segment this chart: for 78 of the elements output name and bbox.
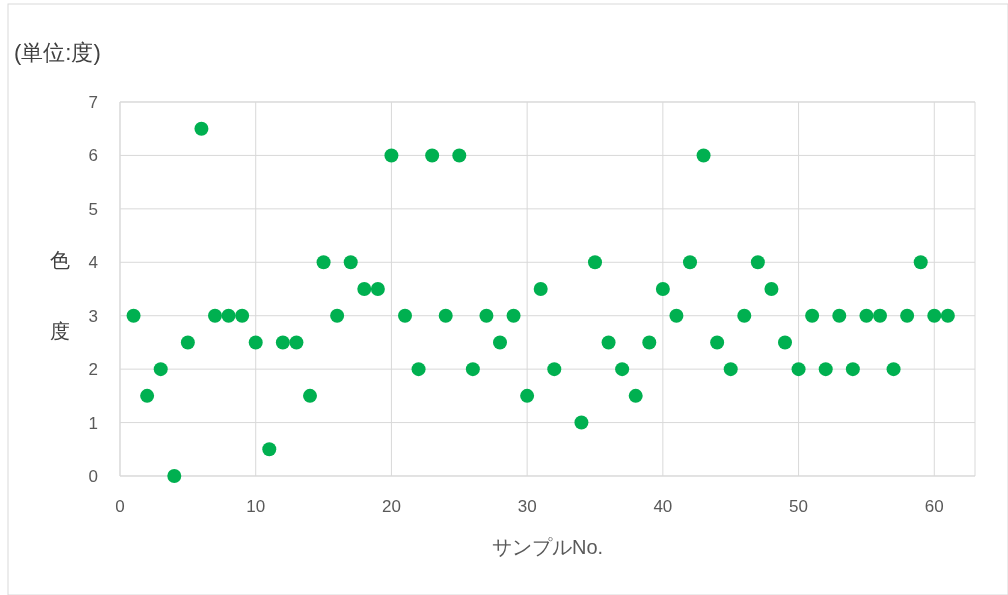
point: [167, 469, 182, 483]
point: [696, 148, 711, 163]
point: [384, 148, 399, 163]
y-tick-label: 1: [88, 413, 98, 433]
y-tick-label: 6: [88, 146, 98, 166]
point: [805, 308, 820, 323]
point: [750, 255, 765, 270]
x-axis-title: サンプルNo.: [491, 536, 604, 558]
point: [275, 335, 290, 350]
x-tick-label: 20: [381, 497, 401, 516]
point: [547, 362, 562, 377]
point: [425, 148, 440, 163]
x-tick-label: 0: [115, 497, 125, 516]
point: [642, 335, 657, 350]
point: [303, 388, 317, 403]
point: [452, 148, 467, 163]
point: [628, 388, 643, 403]
point: [330, 308, 345, 323]
point: [506, 308, 521, 323]
x-tick-label: 40: [653, 497, 673, 516]
point: [873, 308, 887, 323]
point: [289, 335, 304, 350]
x-tick-label: 30: [517, 497, 537, 516]
point: [669, 308, 684, 323]
point: [398, 308, 412, 323]
point: [520, 388, 535, 403]
y-axis-title: 色度: [49, 234, 71, 374]
point: [479, 308, 494, 323]
y-tick-label: 0: [88, 467, 98, 486]
point: [316, 255, 331, 270]
y-tick-label: 2: [88, 360, 98, 380]
point: [845, 362, 860, 377]
x-tick-label: 60: [924, 497, 944, 516]
point: [723, 362, 738, 377]
point: [438, 308, 453, 323]
point: [791, 362, 806, 377]
point: [194, 121, 209, 136]
point: [710, 335, 725, 350]
y-tick-label: 3: [88, 306, 98, 326]
point: [221, 308, 236, 323]
point: [493, 335, 507, 350]
point: [153, 362, 168, 377]
point: [832, 308, 847, 323]
point: [764, 282, 779, 296]
y-tick-label: 5: [88, 199, 98, 219]
point: [913, 255, 928, 270]
x-tick-label: 10: [246, 497, 266, 516]
point: [180, 335, 195, 350]
chart-title: (単位:度): [14, 40, 101, 65]
point: [343, 255, 358, 270]
point: [778, 335, 792, 350]
y-tick-label: 7: [88, 93, 98, 112]
point: [859, 308, 874, 323]
point: [126, 308, 141, 323]
y-tick-label: 4: [88, 253, 98, 273]
point: [927, 308, 942, 323]
point: [940, 308, 955, 323]
point: [574, 415, 589, 430]
point: [683, 255, 697, 270]
point: [886, 362, 901, 377]
point: [140, 388, 155, 403]
point: [357, 282, 372, 296]
point: [588, 255, 602, 270]
point: [411, 362, 426, 377]
point: [262, 442, 277, 457]
point: [235, 308, 250, 323]
point: [248, 335, 263, 350]
point: [615, 362, 630, 377]
point: [370, 282, 385, 296]
point: [208, 308, 222, 323]
point: [655, 282, 670, 296]
point: [601, 335, 616, 350]
x-tick-label: 50: [789, 497, 809, 516]
point: [533, 282, 548, 296]
point: [465, 362, 480, 377]
point: [737, 308, 752, 323]
point: [900, 308, 915, 323]
point: [818, 362, 833, 377]
